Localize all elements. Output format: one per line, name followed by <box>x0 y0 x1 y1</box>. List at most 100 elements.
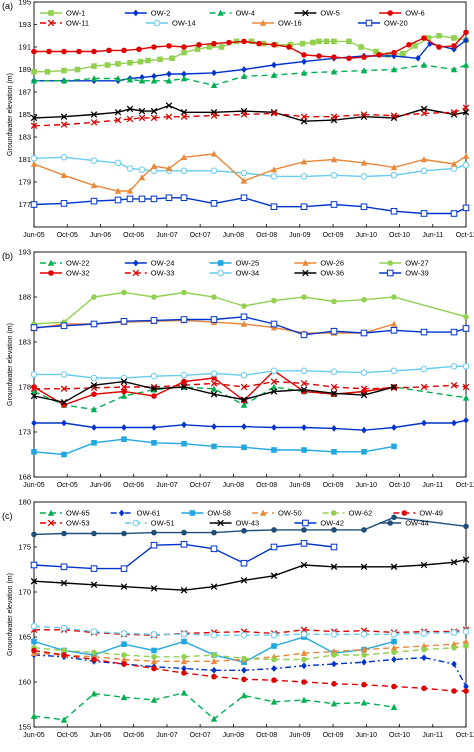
data-point <box>61 419 67 427</box>
data-point <box>241 303 247 309</box>
data-point <box>60 322 68 330</box>
legend-label: OW-5 <box>320 9 339 18</box>
data-point <box>240 383 248 391</box>
data-point <box>30 201 38 208</box>
data-point <box>420 210 428 217</box>
data-point <box>210 631 218 639</box>
data-point <box>420 365 428 373</box>
data-point <box>462 638 470 645</box>
data-point <box>120 565 128 572</box>
data-point <box>104 62 111 68</box>
data-point <box>316 38 322 45</box>
data-point <box>271 41 277 48</box>
data-point <box>330 68 338 75</box>
data-point <box>91 424 97 431</box>
data-point <box>270 698 278 705</box>
series-ow-14 <box>30 153 470 180</box>
y-tick-label: 175 <box>18 543 31 552</box>
data-point <box>138 166 146 173</box>
series-line <box>34 419 467 431</box>
data-point <box>462 383 470 391</box>
data-point <box>462 152 470 159</box>
legend-marker <box>133 9 139 17</box>
data-point <box>241 655 247 662</box>
series-ow-11 <box>30 104 470 130</box>
data-point <box>385 52 391 58</box>
data-point <box>120 583 128 590</box>
data-point <box>138 107 146 115</box>
data-point <box>181 529 187 536</box>
data-point <box>91 530 97 537</box>
data-point <box>210 657 218 665</box>
data-point <box>271 643 277 649</box>
series-line <box>33 649 466 692</box>
data-point <box>114 187 122 194</box>
data-point <box>271 527 277 533</box>
data-point <box>300 173 308 180</box>
series-line <box>33 625 467 636</box>
data-point <box>361 658 367 666</box>
data-point <box>390 112 398 119</box>
legend-marker <box>47 509 55 516</box>
x-tick-label: Jun-10 <box>356 232 378 239</box>
legend-label: OW-61 <box>137 509 161 518</box>
data-point <box>425 35 432 41</box>
data-point <box>120 383 128 391</box>
data-point <box>181 638 187 645</box>
data-point <box>180 194 188 202</box>
data-point <box>462 325 470 332</box>
data-point <box>390 320 398 327</box>
y-tick-label: 191 <box>18 43 31 52</box>
data-point <box>330 201 338 208</box>
data-point <box>331 652 337 658</box>
data-point <box>390 66 398 73</box>
data-point <box>150 696 158 703</box>
legend-marker <box>386 269 394 277</box>
x-tick-label: Jun-09 <box>289 482 311 489</box>
series-ow-49 <box>31 647 469 694</box>
data-point <box>210 81 218 89</box>
data-point <box>210 715 218 722</box>
data-point <box>420 383 428 391</box>
data-point <box>270 203 278 211</box>
data-point <box>330 171 338 179</box>
data-point <box>211 375 217 381</box>
y-tick-label: 187 <box>18 88 31 97</box>
y-axis-label: Groundwater elevation (m) <box>7 323 14 406</box>
data-point <box>391 424 397 431</box>
data-point <box>157 56 163 63</box>
data-point <box>211 529 217 536</box>
y-tick-label: 170 <box>18 588 31 597</box>
series-ow-4 <box>30 61 470 89</box>
data-point <box>180 75 188 82</box>
x-tick-label: Oct-11 <box>456 732 474 739</box>
data-point <box>210 545 218 553</box>
data-point <box>165 77 173 84</box>
data-point <box>138 114 146 122</box>
data-point <box>121 652 127 658</box>
data-point <box>211 443 217 450</box>
data-point <box>300 69 308 76</box>
data-point <box>91 440 97 446</box>
data-point <box>60 113 68 121</box>
legend-marker <box>330 510 337 516</box>
data-point <box>114 75 122 82</box>
data-point <box>91 63 97 69</box>
data-point <box>138 174 146 181</box>
data-point <box>60 716 68 723</box>
legend: OW-1 OW-2 OW-4 OW-5 OW-6 OW-11 OW-14 OW-16 OW-20 <box>40 9 425 28</box>
data-point <box>60 624 68 632</box>
data-point <box>240 320 248 327</box>
x-tick-label: Jun-10 <box>356 482 378 489</box>
y-tick-label: 179 <box>18 178 31 187</box>
x-tick-label: Oct-11 <box>456 482 474 489</box>
data-point <box>166 43 172 49</box>
x-tick-label: Jun-11 <box>422 232 443 239</box>
data-point <box>270 166 278 173</box>
series-line <box>33 640 467 662</box>
data-point <box>211 423 217 430</box>
plot-frame <box>33 251 467 478</box>
data-point <box>390 207 398 215</box>
data-point <box>301 447 307 453</box>
